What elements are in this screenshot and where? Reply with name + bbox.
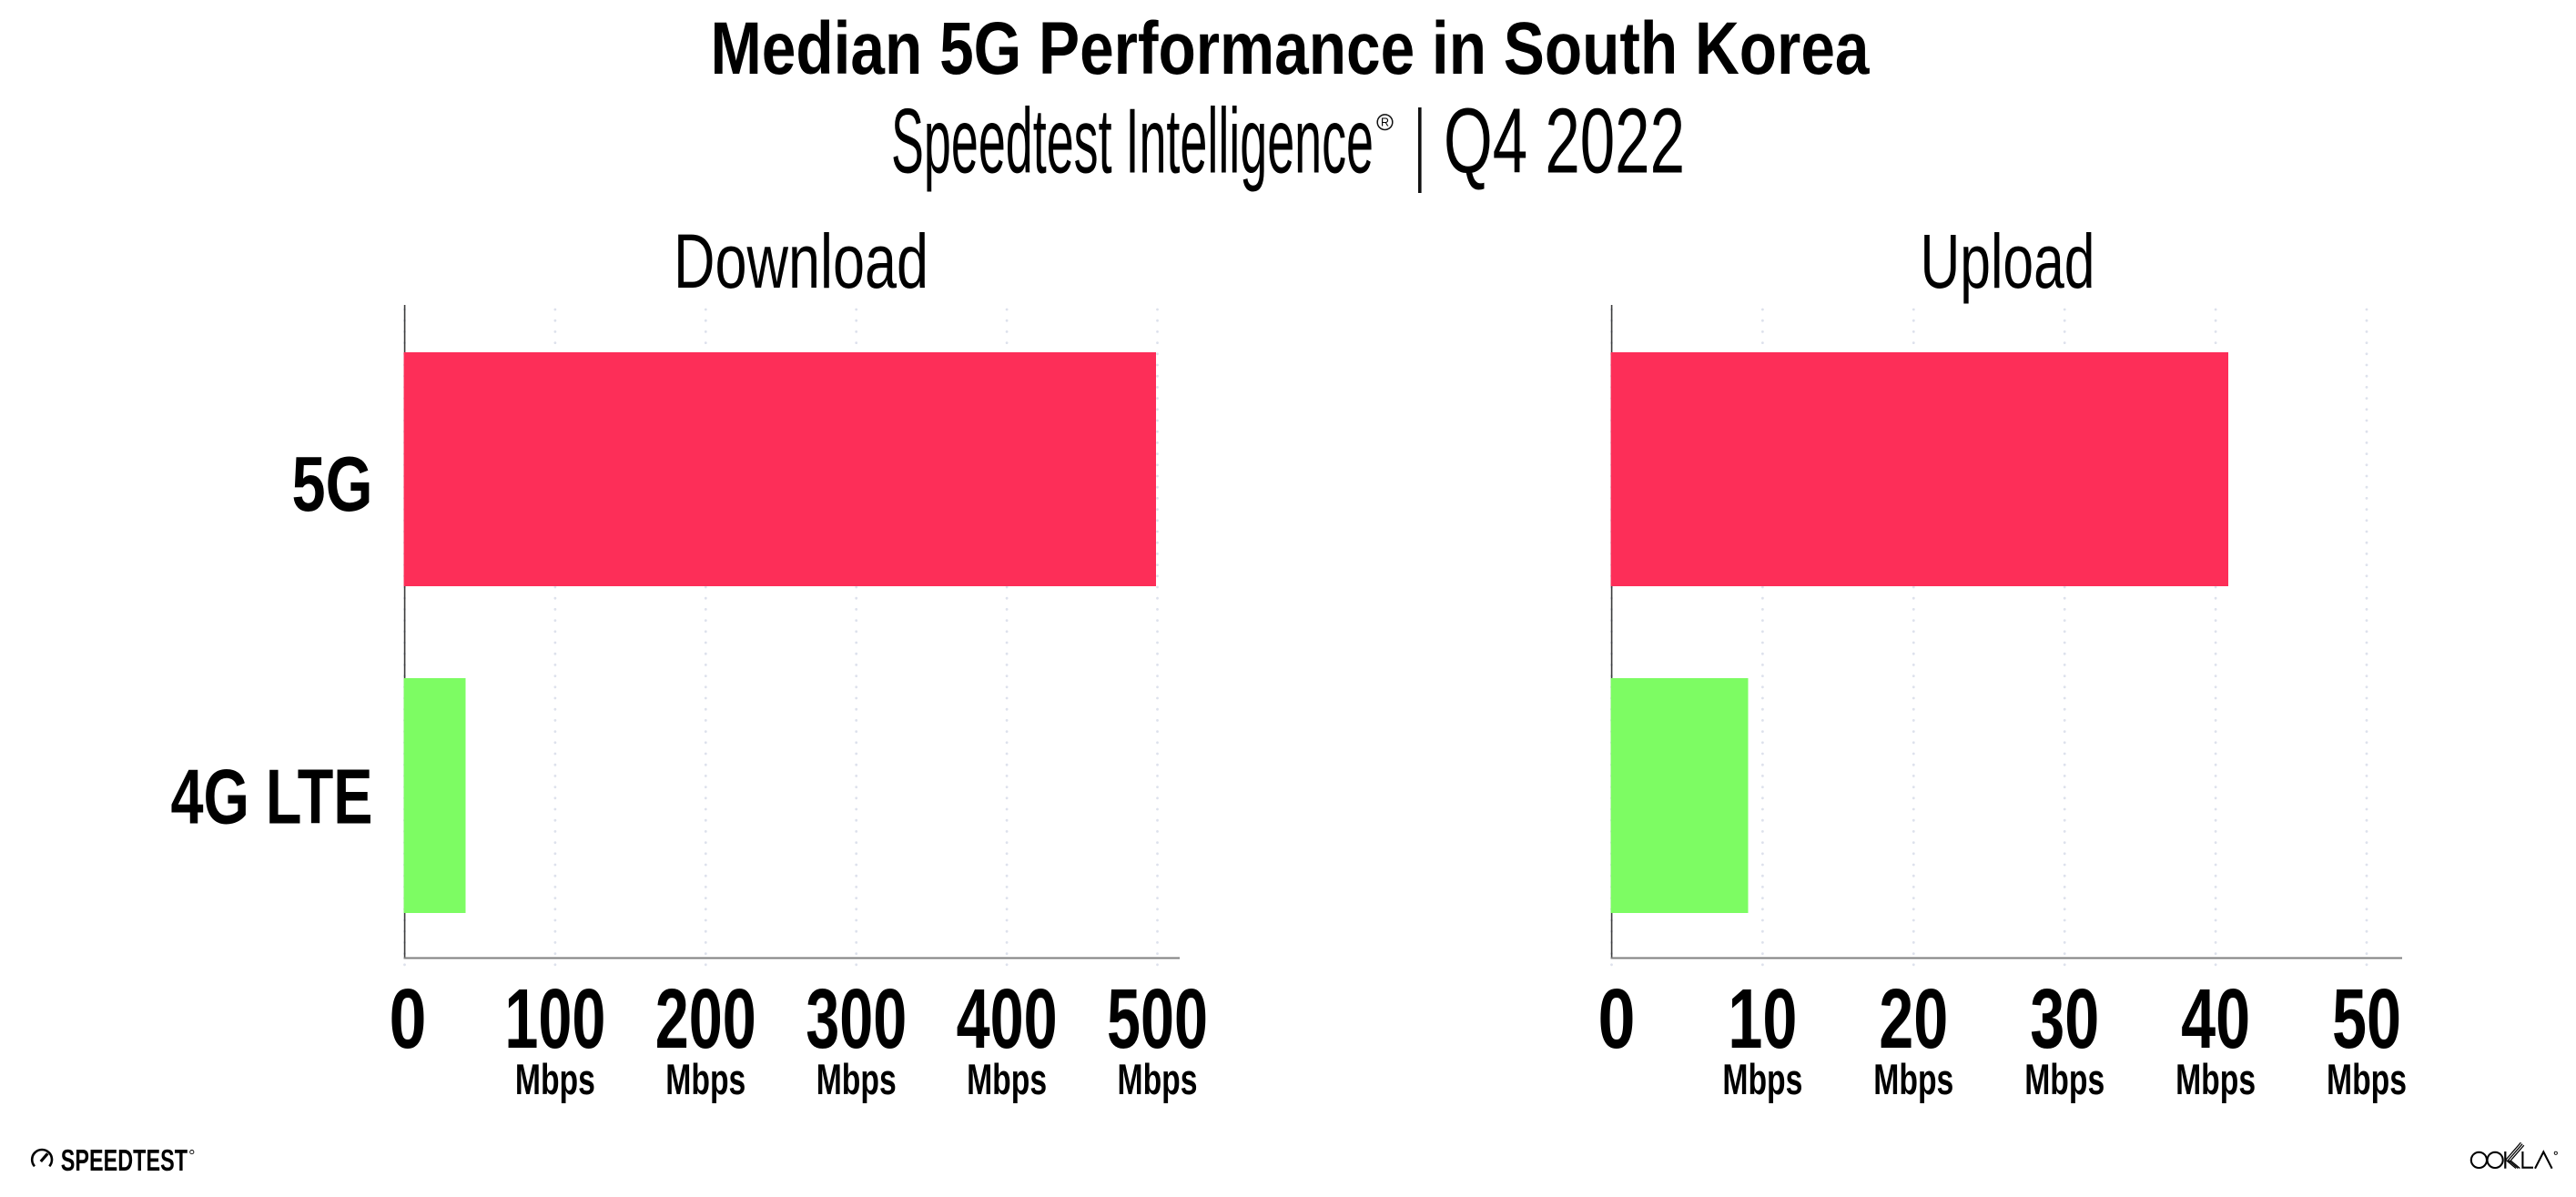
svg-text:Mbps: Mbps [1118,1055,1198,1103]
svg-text:500: 500 [1107,971,1208,1066]
svg-text:0: 0 [390,971,427,1066]
svg-text:50: 50 [2332,971,2401,1066]
svg-text:Mbps: Mbps [967,1055,1047,1103]
svg-text:10: 10 [1728,971,1797,1066]
svg-text:Mbps: Mbps [2327,1055,2407,1103]
svg-text:30: 30 [2030,971,2099,1066]
svg-text:400: 400 [957,971,1058,1066]
svg-text:200: 200 [655,971,756,1066]
svg-text:Mbps: Mbps [1722,1055,1802,1103]
svg-text:300: 300 [806,971,907,1066]
svg-text:100: 100 [504,971,605,1066]
svg-text:Median 5G Performance in South: Median 5G Performance in South Korea [711,7,1871,90]
svg-text:5G: 5G [292,441,373,528]
svg-text:40: 40 [2181,971,2250,1066]
svg-text:4G LTE: 4G LTE [171,755,373,841]
svg-text:Mbps: Mbps [665,1055,745,1103]
svg-text:R: R [1381,117,1389,129]
svg-text:Mbps: Mbps [1873,1055,1953,1103]
svg-text:Mbps: Mbps [2175,1055,2256,1103]
svg-text:20: 20 [1879,971,1948,1066]
svg-text:Download: Download [674,218,928,304]
svg-text:Mbps: Mbps [2024,1055,2104,1103]
svg-text:SPEEDTEST: SPEEDTEST [61,1143,188,1177]
svg-text:Mbps: Mbps [515,1055,595,1103]
svg-text:Mbps: Mbps [816,1055,897,1103]
svg-text:Upload: Upload [1921,218,2095,304]
svg-text:Speedtest Intelligence: Speedtest Intelligence [891,91,1374,193]
svg-text:0: 0 [1598,971,1636,1066]
svg-text:Q4 2022: Q4 2022 [1444,91,1685,193]
